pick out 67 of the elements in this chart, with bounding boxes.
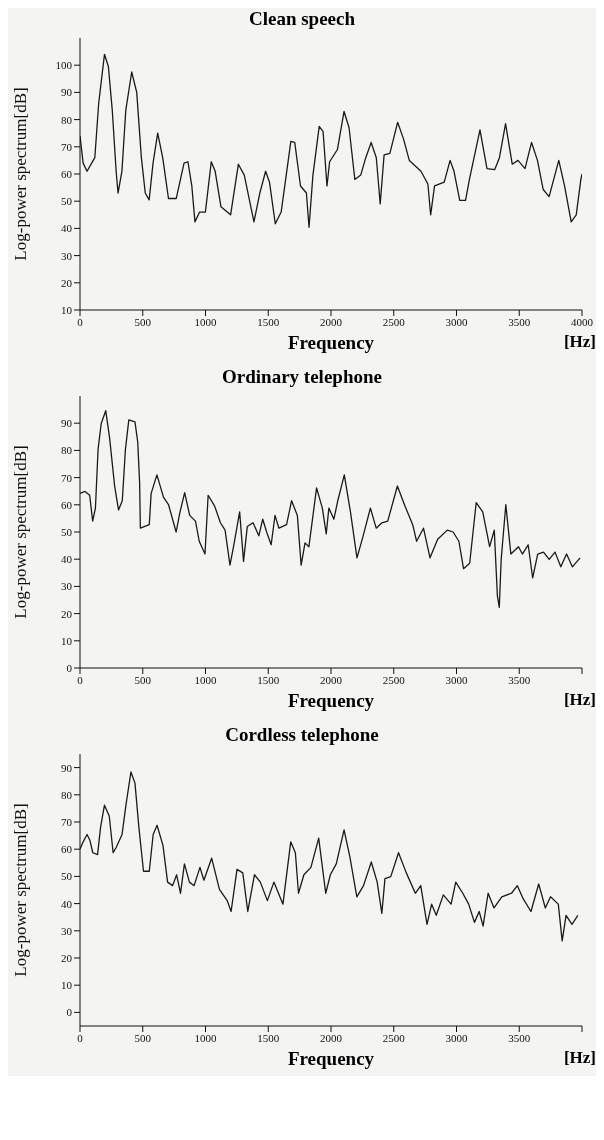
x-tick-label: 0 (77, 315, 84, 328)
y-tick-label: 90 (61, 761, 73, 774)
text: [Hz] (563, 690, 596, 710)
x-axis-title: Frequency (287, 690, 375, 711)
chart-title: Clean speech (247, 8, 357, 31)
x-tick-label: 3500 (508, 673, 531, 686)
y-tick-label: 100 (55, 59, 73, 72)
x-tick-label: 2000 (320, 1031, 343, 1044)
x-tick-label: 500 (134, 315, 152, 328)
y-tick-label: 80 (61, 788, 73, 801)
y-tick-label: 80 (61, 444, 73, 457)
x-tick-label: 1000 (194, 1031, 217, 1044)
chart-title: Cordless telephone (224, 724, 380, 747)
y-tick-label: 90 (61, 86, 73, 99)
x-tick-label: 3500 (508, 315, 531, 328)
x-tick-label: 1500 (257, 673, 280, 686)
x-tick-label: 500 (134, 673, 152, 686)
x-tick-label: 2000 (320, 673, 343, 686)
y-tick-label: 70 (61, 471, 73, 484)
x-tick-label: 3000 (445, 315, 468, 328)
x-tick-label: 500 (134, 1031, 152, 1044)
x-tick-label: 3000 (445, 673, 468, 686)
y-axis-title: Log-power spectrum[dB] (11, 87, 31, 261)
y-tick-label: 40 (61, 553, 73, 566)
y-axis-title: Log-power spectrum[dB] (11, 803, 31, 977)
y-tick-label: 90 (61, 417, 73, 430)
x-tick-label: 1500 (257, 1031, 280, 1044)
y-tick-label: 40 (61, 897, 73, 910)
y-tick-label: 40 (61, 222, 73, 235)
y-tick-label: 60 (61, 843, 73, 856)
y-tick-label: 30 (61, 249, 73, 262)
y-tick-label: 70 (61, 815, 73, 828)
y-tick-label: 20 (61, 276, 73, 289)
x-tick-label: 1000 (194, 673, 217, 686)
x-tick-label: 3000 (445, 1031, 468, 1044)
y-tick-label: 30 (61, 580, 73, 593)
y-tick-label: 20 (61, 607, 73, 620)
y-tick-label: 0 (66, 661, 73, 674)
y-tick-label: 10 (61, 634, 73, 647)
y-tick-label: 80 (61, 113, 73, 126)
x-axis-title: Frequency (287, 332, 375, 353)
y-tick-label: 20 (61, 951, 73, 964)
text: [Hz] (563, 1048, 596, 1068)
x-tick-label: 3500 (508, 1031, 531, 1044)
x-tick-label: 2500 (382, 315, 406, 328)
y-tick-label: 10 (61, 303, 73, 316)
y-tick-label: 50 (61, 525, 73, 538)
y-tick-label: 70 (61, 140, 73, 153)
x-tick-label: 0 (77, 1031, 84, 1044)
y-tick-label: 60 (61, 498, 73, 511)
x-tick-label: 2000 (320, 315, 343, 328)
text: [Hz] (563, 332, 596, 352)
x-tick-label: 1500 (257, 315, 280, 328)
x-tick-label: 2500 (382, 673, 406, 686)
y-tick-label: 50 (61, 870, 73, 883)
x-tick-label: 1000 (194, 315, 217, 328)
y-axis-title: Log-power spectrum[dB] (11, 445, 31, 619)
x-tick-label: 2500 (382, 1031, 406, 1044)
x-tick-label: 4000 (571, 315, 594, 328)
y-tick-label: 10 (61, 979, 73, 992)
y-tick-label: 0 (66, 1006, 73, 1019)
y-tick-label: 30 (61, 924, 73, 937)
y-tick-label: 50 (61, 195, 73, 208)
x-tick-label: 0 (77, 673, 84, 686)
x-axis-title: Frequency (287, 1048, 375, 1069)
y-tick-label: 60 (61, 167, 73, 180)
chart-title: Ordinary telephone (221, 366, 383, 389)
